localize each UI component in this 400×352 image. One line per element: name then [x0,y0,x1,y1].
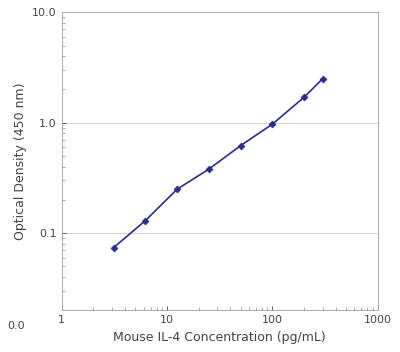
Y-axis label: Optical Density (450 nm): Optical Density (450 nm) [14,82,26,240]
Text: 0.0: 0.0 [8,321,25,331]
X-axis label: Mouse IL-4 Concentration (pg/mL): Mouse IL-4 Concentration (pg/mL) [113,331,326,344]
